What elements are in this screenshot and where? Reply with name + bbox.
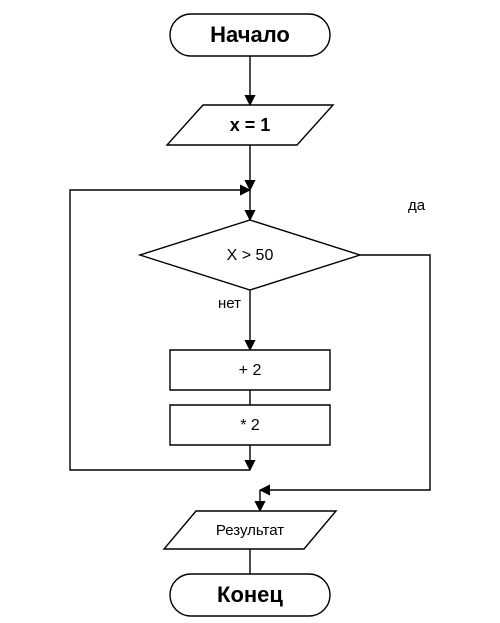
branch-label-no: нет [218,295,241,312]
node-start-label: Начало [210,22,290,47]
node-cond-label: X > 50 [227,247,274,264]
node-mul2-label: * 2 [240,417,260,434]
node-result-label: Результат [216,522,284,539]
node-start: Начало [170,14,330,56]
node-init: x = 1 [167,105,333,145]
node-end: Конец [170,574,330,616]
branch-label-yes: да [408,197,426,214]
node-result: Результат [164,511,336,549]
node-end-label: Конец [217,582,283,607]
node-init-label: x = 1 [230,115,271,135]
node-plus2: + 2 [170,350,330,390]
node-cond: X > 50 [140,220,360,290]
node-plus2-label: + 2 [239,362,262,379]
node-mul2: * 2 [170,405,330,445]
